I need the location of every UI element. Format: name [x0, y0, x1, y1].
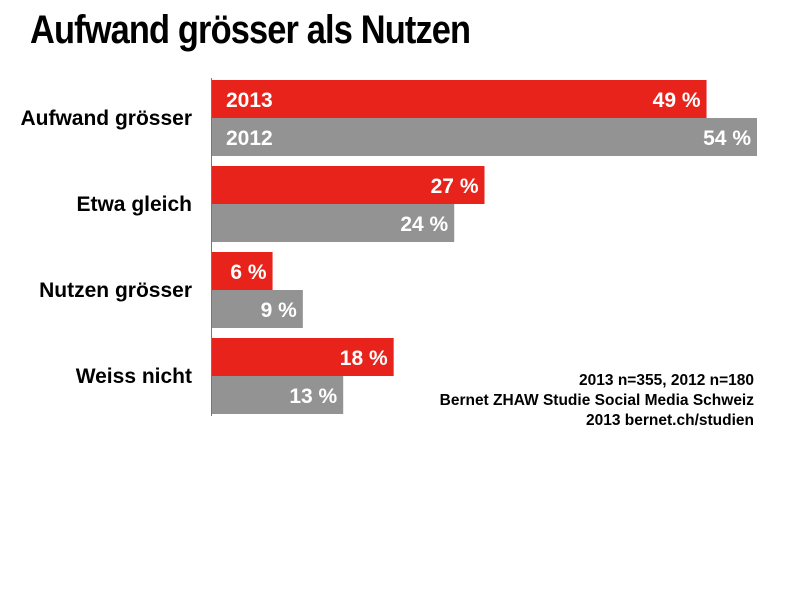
source-url-line: 2013 bernet.ch/studien: [586, 412, 754, 429]
bar-2012-aufwand-gr-sser: [212, 118, 757, 156]
series-label-2012: 2012: [226, 127, 273, 150]
value-label-2012-nutzen-gr-sser: 9 %: [261, 299, 298, 322]
bar-2013-aufwand-gr-sser: [212, 80, 707, 118]
series-label-2013: 2013: [226, 89, 273, 112]
source-note: 2013 n=355, 2012 n=180 Bernet ZHAW Studi…: [440, 371, 754, 431]
value-label-2012-weiss-nicht: 13 %: [289, 385, 337, 408]
bar-2012-nutzen-gr-sser: [212, 290, 303, 328]
value-label-2012-etwa-gleich: 24 %: [400, 213, 448, 236]
bar-2013-etwa-gleich: [212, 166, 485, 204]
bar-2013-weiss-nicht: [212, 338, 394, 376]
source-line: Bernet ZHAW Studie Social Media Schweiz: [439, 392, 754, 409]
value-label-2012-aufwand-gr-sser: 54 %: [703, 127, 751, 150]
category-label-nutzen-gr-sser: Nutzen grösser: [39, 279, 192, 302]
value-label-2013-etwa-gleich: 27 %: [431, 175, 479, 198]
category-label-aufwand-gr-sser: Aufwand grösser: [20, 107, 192, 130]
bar-2012-weiss-nicht: [212, 376, 344, 414]
bar-2013-nutzen-gr-sser: [212, 252, 273, 290]
value-label-2013-aufwand-gr-sser: 49 %: [653, 89, 701, 112]
value-label-2013-weiss-nicht: 18 %: [340, 347, 388, 370]
chart-title: Aufwand grösser als Nutzen: [30, 8, 471, 52]
category-label-weiss-nicht: Weiss nicht: [76, 365, 192, 388]
category-label-etwa-gleich: Etwa gleich: [76, 193, 192, 216]
value-label-2013-nutzen-gr-sser: 6 %: [230, 261, 267, 284]
sample-size-note: 2013 n=355, 2012 n=180: [579, 372, 754, 389]
bar-2012-etwa-gleich: [212, 204, 455, 242]
